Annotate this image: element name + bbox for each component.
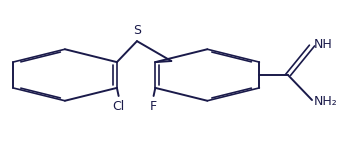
Text: Cl: Cl [112,100,125,113]
Text: NH: NH [314,38,333,51]
Text: S: S [133,24,141,38]
Text: F: F [150,100,157,113]
Text: NH₂: NH₂ [314,95,337,108]
